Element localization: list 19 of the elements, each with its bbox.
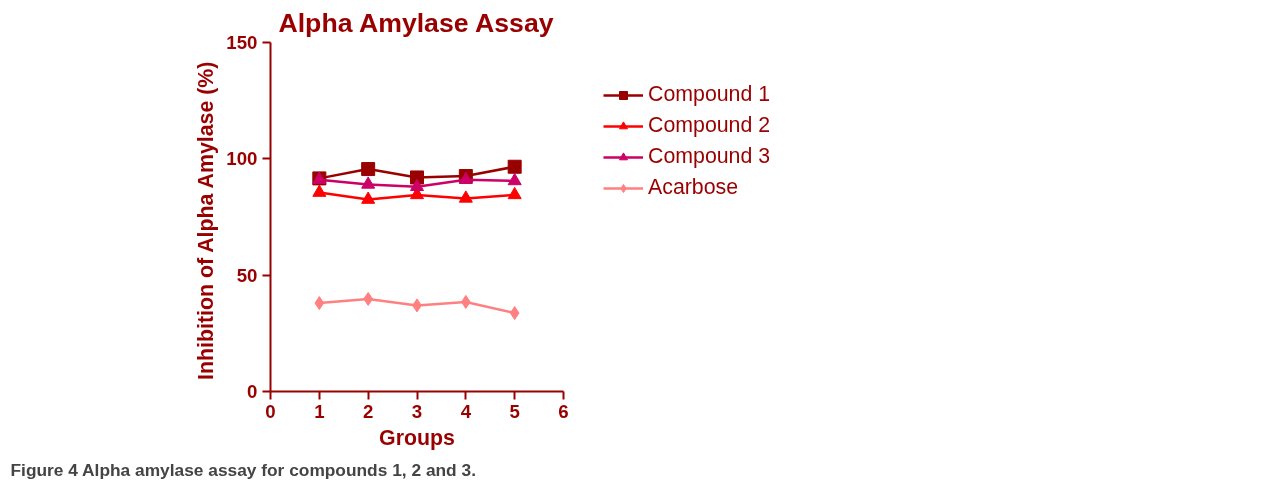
y-tick-label: 150 — [226, 32, 258, 53]
x-tick-label: 5 — [509, 400, 520, 422]
y-tick-label: 0 — [247, 381, 258, 402]
x-tick-label: 4 — [460, 400, 472, 422]
x-tick-label: 6 — [558, 400, 569, 422]
y-tick-label: 50 — [236, 264, 258, 286]
legend-label: Compound 2 — [648, 113, 771, 138]
legend-label: Acarbose — [648, 175, 739, 200]
x-tick-label: 1 — [314, 400, 325, 422]
chart-title: Alpha Amylase Assay — [278, 7, 554, 38]
legend-label: Compound 3 — [648, 144, 771, 169]
x-tick-label: 0 — [265, 400, 276, 422]
x-tick-label: 2 — [362, 400, 374, 422]
caption: Figure 4 Alpha amylase assay for compounds 1, 2 and 3. — [10, 459, 476, 480]
x-axis-title: Groups — [379, 425, 455, 450]
x-tick-label: 3 — [411, 400, 423, 422]
y-tick-label: 100 — [226, 148, 258, 170]
y-axis-title: Inhibition of Alpha Amylase (%) — [194, 61, 219, 380]
legend-label: Compound 1 — [648, 82, 771, 107]
